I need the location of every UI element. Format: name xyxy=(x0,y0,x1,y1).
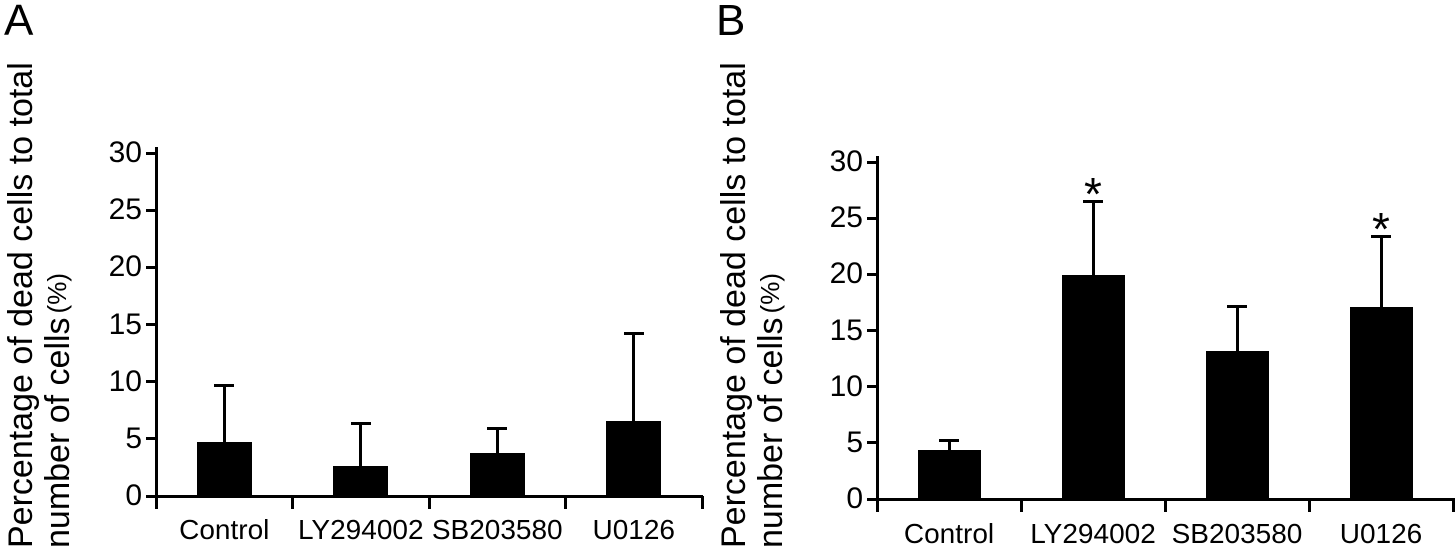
x-axis-tick xyxy=(1307,499,1311,512)
y-axis-tick xyxy=(146,380,156,384)
y-axis-tick xyxy=(146,494,156,498)
bar-u0126 xyxy=(1349,306,1413,499)
x-axis-category-label: Control xyxy=(903,518,995,548)
y-axis-tick xyxy=(146,323,156,326)
y-axis-tick xyxy=(146,208,156,212)
bar-sb203580 xyxy=(1205,350,1269,499)
y-axis-tick-label: 0 xyxy=(846,482,863,515)
x-axis-category-label: Control xyxy=(179,514,270,545)
error-bar-line xyxy=(495,428,499,456)
y-axis-tick xyxy=(867,441,877,445)
y-axis-tick-label: 30 xyxy=(829,145,863,178)
y-axis-tick-label: 5 xyxy=(125,421,142,455)
y-axis-tick-label: 20 xyxy=(108,250,142,284)
y-axis-tick-label: 10 xyxy=(108,364,142,398)
y-axis-tick-label: 15 xyxy=(108,307,142,341)
bar-control xyxy=(196,442,252,496)
y-axis-line xyxy=(875,156,879,501)
error-bar-cap xyxy=(214,383,235,387)
panel-b-label: B xyxy=(716,0,746,45)
y-axis-tick-label: 30 xyxy=(108,136,142,169)
x-axis-tick xyxy=(1451,499,1455,512)
error-bar-cap xyxy=(623,332,644,336)
x-axis-category-label: SB203580 xyxy=(1171,518,1303,548)
bar-sb203580 xyxy=(469,452,525,496)
y-axis-tick xyxy=(146,151,156,155)
error-bar-line xyxy=(222,385,226,446)
bar-u0126 xyxy=(606,420,662,496)
error-bar-cap xyxy=(1227,305,1247,309)
x-axis-tick xyxy=(875,499,879,512)
x-axis-category-label: LY294002 xyxy=(297,514,424,545)
y-axis-tick xyxy=(867,497,877,501)
significance-asterisk: * xyxy=(1372,203,1390,256)
x-axis-tick xyxy=(427,496,431,509)
x-axis-category-label: SB203580 xyxy=(431,514,563,545)
x-axis-category-label: LY294002 xyxy=(1030,518,1156,548)
error-bar-line xyxy=(632,333,636,424)
y-axis-tick xyxy=(867,329,877,332)
error-bar-line xyxy=(947,440,951,453)
bar-ly294002 xyxy=(333,466,389,496)
x-axis-tick xyxy=(1163,499,1167,512)
error-bar-cap xyxy=(1083,199,1103,203)
x-axis-tick xyxy=(1019,499,1023,512)
error-bar-cap xyxy=(939,439,959,443)
x-axis-tick xyxy=(291,496,294,509)
x-axis-tick xyxy=(154,496,158,509)
x-axis-tick xyxy=(564,496,567,509)
error-bar-line xyxy=(1235,306,1239,354)
error-bar-cap xyxy=(350,422,371,426)
x-axis-tick xyxy=(700,496,704,509)
error-bar-line xyxy=(1091,201,1095,279)
y-axis-tick xyxy=(867,385,877,389)
y-axis-tick-label: 25 xyxy=(829,201,863,235)
y-axis-tick xyxy=(867,216,877,220)
error-bar-line xyxy=(359,423,363,470)
y-axis-tick-label: 0 xyxy=(125,479,142,512)
bar-ly294002 xyxy=(1061,275,1125,499)
y-axis-tick xyxy=(867,272,877,276)
y-axis-line xyxy=(154,147,158,498)
error-bar-line xyxy=(1379,236,1383,310)
y-axis-tick-label: 5 xyxy=(846,425,863,459)
bar-control xyxy=(917,449,981,499)
significance-asterisk: * xyxy=(1084,168,1102,221)
y-axis-tick xyxy=(146,437,156,441)
y-axis-tick-label: 25 xyxy=(108,193,142,227)
y-axis-tick xyxy=(146,265,156,269)
panel-a-label: A xyxy=(4,0,34,45)
error-bar-cap xyxy=(487,427,508,431)
y-axis-tick-label: 10 xyxy=(829,369,863,403)
y-axis-tick-label: 15 xyxy=(829,313,863,347)
y-axis-tick-label: 20 xyxy=(829,257,863,291)
error-bar-cap xyxy=(1371,234,1391,238)
x-axis-category-label: U0126 xyxy=(1339,518,1423,548)
x-axis-category-label: U0126 xyxy=(592,514,675,545)
y-axis-tick xyxy=(867,160,877,164)
